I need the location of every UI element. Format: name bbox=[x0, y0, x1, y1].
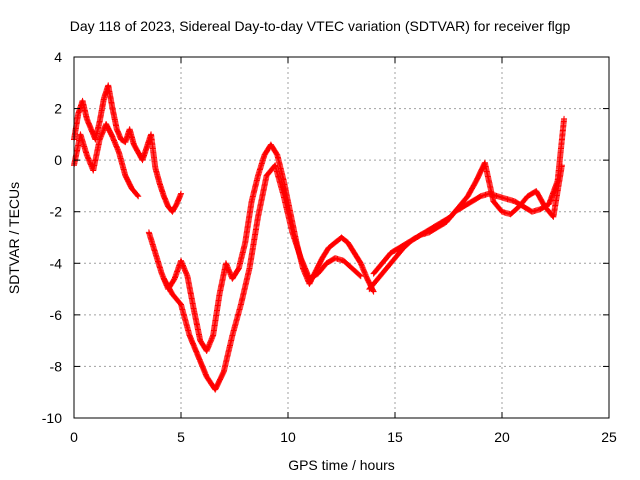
y-tick-label: -10 bbox=[42, 410, 62, 426]
y-tick-label: -4 bbox=[50, 255, 63, 271]
y-tick-label: 0 bbox=[54, 152, 62, 168]
x-tick-label: 5 bbox=[177, 429, 185, 445]
data-points bbox=[71, 82, 568, 393]
x-tick-label: 0 bbox=[70, 429, 78, 445]
x-tick-label: 20 bbox=[494, 429, 510, 445]
plot-frame bbox=[73, 56, 610, 419]
x-tick-label: 25 bbox=[601, 429, 617, 445]
series-track-E bbox=[366, 115, 568, 293]
y-tick-label: 2 bbox=[54, 101, 62, 117]
y-tick-label: 4 bbox=[54, 49, 62, 65]
grid-lines bbox=[74, 57, 609, 418]
data-point-markers bbox=[370, 159, 565, 277]
x-tick-label: 15 bbox=[387, 429, 403, 445]
y-tick-label: -8 bbox=[50, 358, 63, 374]
y-tick-label: -2 bbox=[50, 204, 63, 220]
data-point-markers bbox=[160, 162, 364, 393]
data-point-markers bbox=[366, 115, 568, 293]
chart-title: Day 118 of 2023, Sidereal Day-to-day VTE… bbox=[69, 18, 571, 34]
axis-ticks: 0 5 10 15 20 25 -10 -8 -6 -4 -2 0 2 4 bbox=[42, 49, 617, 445]
series-track-D bbox=[160, 162, 364, 393]
series-track-F bbox=[370, 159, 565, 277]
x-axis-label: GPS time / hours bbox=[288, 457, 395, 473]
y-axis-label: SDTVAR / TECUs bbox=[6, 181, 22, 295]
x-tick-label: 10 bbox=[280, 429, 296, 445]
y-tick-label: -6 bbox=[50, 307, 63, 323]
